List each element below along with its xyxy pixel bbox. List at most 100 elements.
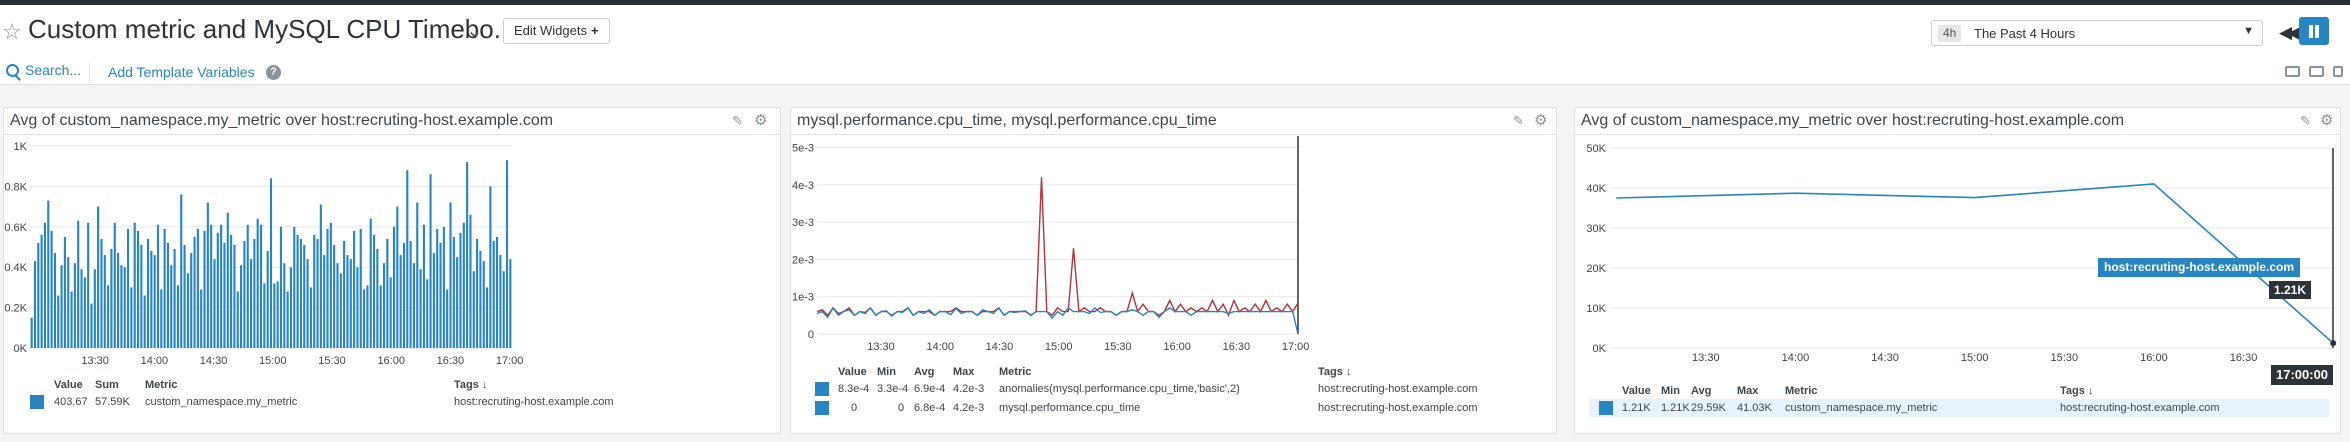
legend-max: 4.2e-3 [953,402,985,414]
search-button[interactable]: Search... [6,62,81,78]
bar [130,287,133,348]
y-tick-label: 40K [1586,183,1606,195]
legend-header: Avg [1691,385,1712,397]
widget-timeseries: Avg of custom_namespace.my_metric over h… [1574,107,2341,434]
pencil-icon[interactable]: ✎ [2300,113,2311,128]
legend-row[interactable]: 8.3e-4 3.3e-4 6.9e-4 4.2e-3 anomalies(my… [791,380,1556,398]
bar [349,259,352,348]
legend-header[interactable]: Tags ↓ [2060,385,2094,397]
x-tick-label: 15:30 [318,355,346,367]
display-icon[interactable] [2333,66,2343,77]
chevron-down-icon[interactable]: ⌄ [466,20,483,42]
x-tick-label: 15:30 [2051,352,2079,364]
bar [243,240,246,348]
y-tick-label: 4e-3 [792,180,814,192]
legend-sum: 57.59K [95,396,130,408]
bar [193,236,196,348]
legend-header[interactable]: Tags ↓ [1318,366,1352,378]
keyboard-icon[interactable] [2285,66,2300,77]
time-range-select[interactable]: 4h The Past 4 Hours ▼ [1931,20,2263,46]
bar [323,255,326,348]
anomaly-series-line [816,177,1299,318]
star-icon[interactable]: ☆ [2,19,22,44]
bar [333,244,336,348]
bar [266,251,269,348]
legend-header: Metric [1785,385,1818,397]
x-tick-label: 16:30 [437,355,465,367]
legend-avg: 6.8e-4 [914,402,946,414]
bar [30,317,33,348]
rewind-icon[interactable]: ◀◀ [2279,23,2300,42]
bar-chart: 0K 0.2K 0.4K 0.6K 0.8K 1K 13:30 14:00 14:30 15:00… [4,141,523,367]
bar [452,236,455,348]
bar [382,263,386,348]
bar [127,228,130,348]
help-icon[interactable]: ? [266,65,281,80]
bar [442,226,445,348]
add-template-variables-link[interactable]: Add Template Variables [108,64,255,80]
legend-header[interactable]: Tags ↓ [454,379,488,391]
bar [123,267,126,348]
bar [83,277,86,348]
bar [63,236,66,348]
legend-tags: host:recruting-host.example.com [1318,383,1478,395]
legend-metric: custom_namespace.my_metric [1785,402,1938,414]
y-tick-label: 0.8K [4,181,27,193]
tv-mode-icon[interactable] [2309,66,2324,77]
x-tick-label: 14:30 [986,341,1014,353]
legend-header: Value [1622,385,1651,397]
bar [226,212,229,348]
bar [146,238,150,348]
bar [206,202,209,348]
legend-header: Min [877,366,896,378]
bar [486,287,489,348]
bar [173,249,176,348]
x-tick-label: 15:00 [1045,341,1073,353]
bar [346,255,349,348]
bar [50,230,53,348]
legend-max: 4.2e-3 [953,383,985,395]
bar [283,263,286,348]
bar [389,277,392,348]
pencil-icon[interactable]: ✎ [1513,113,1524,128]
bar [489,186,492,348]
legend-row[interactable]: 1.21K 1.21K 29.59K 41.03K custom_namespa… [1589,399,2329,417]
legend-metric: custom_namespace.my_metric [145,396,298,408]
pause-button[interactable] [2299,17,2329,45]
x-tick-label: 16:30 [1223,341,1251,353]
x-tick-label: 14:00 [1782,352,1810,364]
metric-series-line [1616,183,2334,344]
bar [156,224,160,348]
bar [220,224,223,348]
x-tick-label: 17:00 [1282,341,1310,353]
gear-icon[interactable]: ⚙ [754,112,768,129]
bar [359,228,362,348]
bar [386,238,389,348]
gear-icon[interactable]: ⚙ [1534,112,1548,129]
bar [113,222,116,348]
bar [259,224,263,348]
legend-row[interactable]: 403.67 57.59K custom_namespace.my_metric… [4,393,780,411]
bar [117,253,120,348]
dashboard-title[interactable]: Custom metric and MySQL CPU Timebo... [28,14,516,44]
legend-row[interactable]: 0 0 6.8e-4 4.2e-3 mysql.performance.cpu_… [791,399,1556,417]
gear-icon[interactable]: ⚙ [2320,112,2334,129]
bar [499,255,502,348]
x-tick-label: 14:00 [141,355,169,367]
series-swatch [815,401,829,415]
y-tick-label: 0K [1593,343,1607,355]
bar [409,240,412,348]
dashboard-header: ☆ Custom metric and MySQL CPU Timebo... … [0,5,2350,85]
pencil-icon[interactable]: ✎ [732,113,743,128]
bar [363,289,366,348]
edit-widgets-button[interactable]: Edit Widgets + [503,18,610,44]
legend-max: 41.03K [1737,402,1772,414]
bar [502,271,505,348]
bar [376,249,379,348]
widget-divider [791,134,1556,135]
bar [190,253,193,348]
bar [289,267,293,348]
bar [263,283,266,348]
bar [303,244,306,348]
bar [432,253,435,348]
